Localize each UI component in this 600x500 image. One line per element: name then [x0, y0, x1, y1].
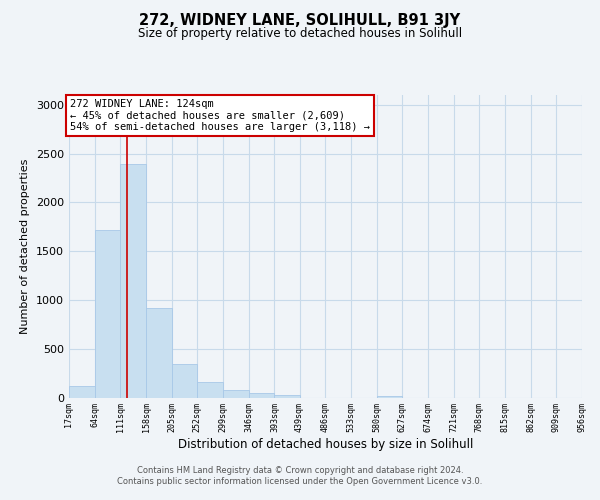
- Text: Size of property relative to detached houses in Solihull: Size of property relative to detached ho…: [138, 28, 462, 40]
- Bar: [95, 230, 121, 398]
- Bar: [197, 382, 223, 398]
- Bar: [223, 390, 249, 398]
- Bar: [249, 393, 274, 398]
- Text: Contains public sector information licensed under the Open Government Licence v3: Contains public sector information licen…: [118, 477, 482, 486]
- Y-axis label: Number of detached properties: Number of detached properties: [20, 158, 31, 334]
- Bar: [121, 164, 146, 398]
- Text: 272 WIDNEY LANE: 124sqm
← 45% of detached houses are smaller (2,609)
54% of semi: 272 WIDNEY LANE: 124sqm ← 45% of detache…: [70, 99, 370, 132]
- Text: Contains HM Land Registry data © Crown copyright and database right 2024.: Contains HM Land Registry data © Crown c…: [137, 466, 463, 475]
- Bar: [172, 364, 197, 398]
- Bar: [69, 386, 95, 398]
- X-axis label: Distribution of detached houses by size in Solihull: Distribution of detached houses by size …: [178, 438, 473, 451]
- Bar: [146, 308, 172, 398]
- Bar: [377, 396, 402, 398]
- Bar: [274, 394, 299, 398]
- Text: 272, WIDNEY LANE, SOLIHULL, B91 3JY: 272, WIDNEY LANE, SOLIHULL, B91 3JY: [139, 12, 461, 28]
